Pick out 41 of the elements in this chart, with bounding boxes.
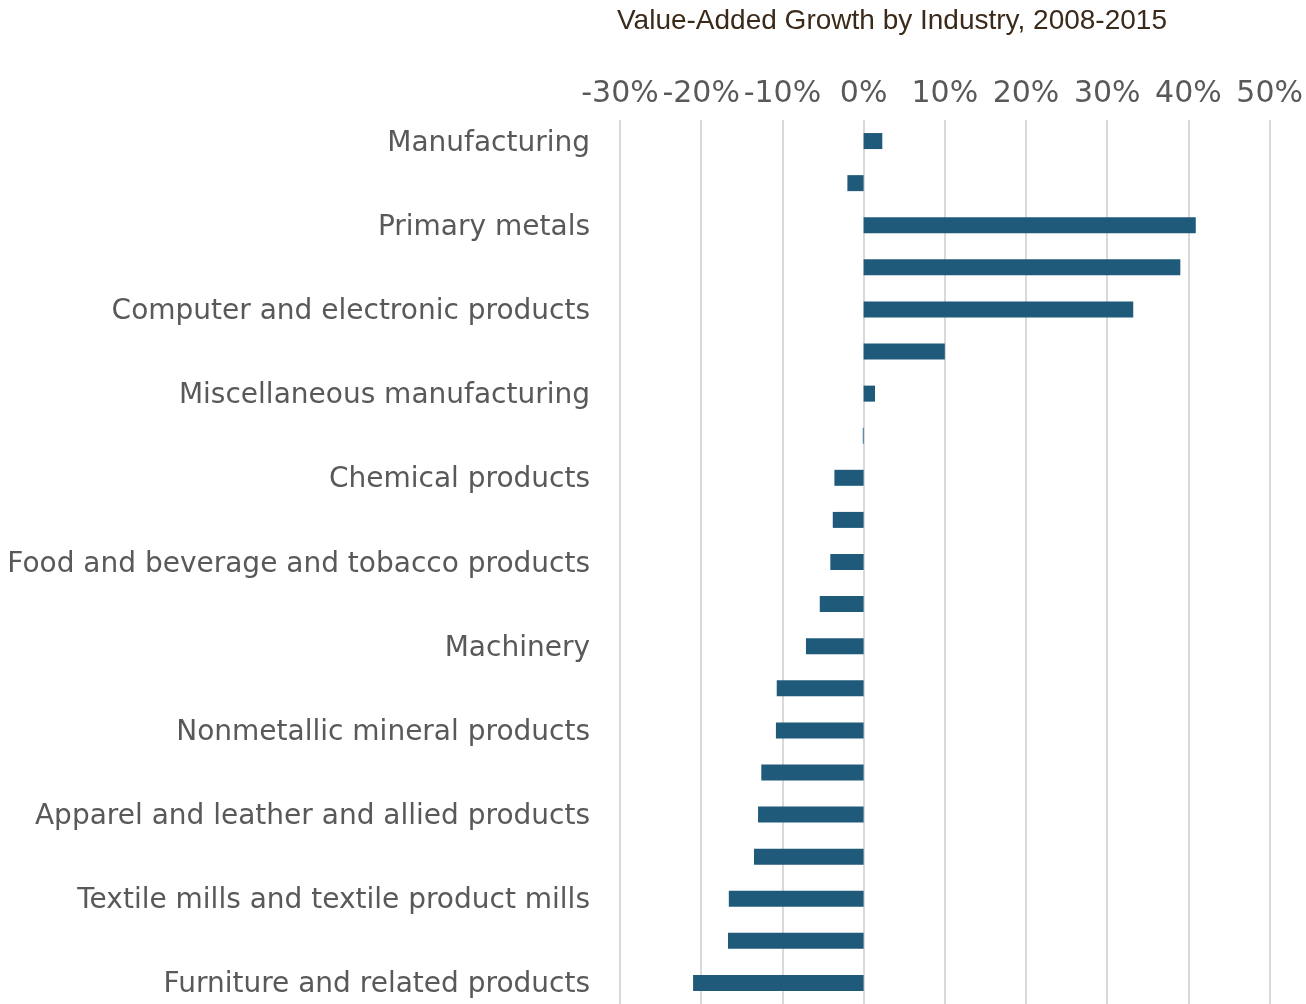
- bar: [863, 133, 883, 150]
- bar: [728, 932, 864, 949]
- chart-title: Value-Added Growth by Industry, 2008-2015: [617, 3, 1167, 35]
- x-tick-label: 30%: [1073, 73, 1141, 109]
- y-tick-label: Furniture and related products: [163, 966, 590, 1000]
- x-tick-label: 20%: [992, 73, 1060, 109]
- x-tick-label: 40%: [1155, 73, 1222, 109]
- y-tick-label: Textile mills and textile product mills: [76, 882, 590, 916]
- bar: [753, 848, 864, 865]
- y-tick-label: Apparel and leather and allied products: [34, 798, 590, 832]
- y-tick-label: Manufacturing: [387, 124, 590, 158]
- y-tick-label: Chemical products: [328, 461, 590, 495]
- bar: [758, 806, 864, 823]
- bar: [819, 596, 864, 613]
- y-tick-label: Machinery: [444, 629, 590, 663]
- y-tick-label: Miscellaneous manufacturing: [178, 377, 590, 411]
- bar: [863, 259, 1181, 276]
- x-tick-label: 50%: [1236, 73, 1303, 109]
- bar: [832, 511, 864, 528]
- bar: [775, 722, 864, 739]
- bar: [863, 217, 1196, 234]
- x-tick-label: -30%: [581, 73, 659, 109]
- bar: [863, 343, 945, 360]
- bar: [863, 385, 875, 402]
- y-tick-label: Nonmetallic mineral products: [176, 713, 590, 747]
- bar: [776, 680, 864, 697]
- x-tick-label: 0%: [839, 73, 888, 109]
- x-tick-label: 10%: [911, 73, 979, 109]
- bar: [863, 301, 1134, 318]
- y-tick-label: Computer and electronic products: [111, 292, 590, 326]
- y-tick-label: Primary metals: [377, 208, 590, 242]
- bar: [728, 890, 864, 907]
- x-tick-label: -10%: [743, 73, 822, 109]
- x-tick-label: -20%: [662, 73, 740, 109]
- bar: [834, 469, 864, 486]
- y-tick-label: Food and beverage and tobacco products: [7, 545, 590, 579]
- bar: [830, 554, 864, 570]
- bar: [847, 175, 864, 192]
- bar: [805, 638, 864, 655]
- bar: [693, 974, 864, 991]
- bar: [761, 764, 864, 781]
